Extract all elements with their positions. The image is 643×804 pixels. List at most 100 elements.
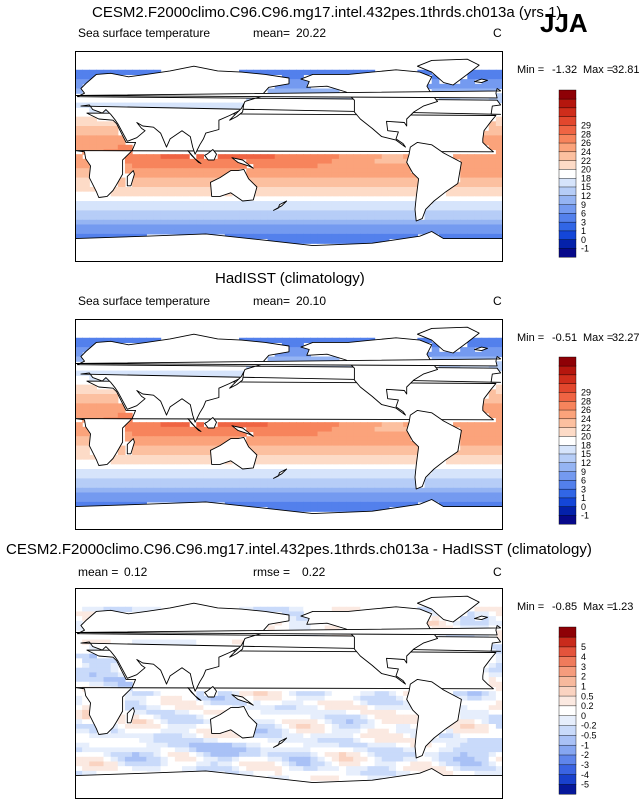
grid-cell — [289, 719, 297, 725]
grid-cell — [495, 630, 503, 636]
grid-cell — [132, 431, 140, 437]
coastline-newGuinea — [231, 425, 254, 437]
grid-cell — [146, 69, 155, 76]
grid-cell — [139, 761, 147, 767]
grid-cell — [246, 436, 254, 442]
grid-cell — [82, 215, 90, 221]
grid-cell — [224, 422, 233, 428]
grid-cell — [260, 205, 269, 212]
grid-cell — [346, 191, 354, 197]
grid-cell — [153, 723, 162, 730]
grid-cell — [381, 229, 390, 235]
grid-cell — [396, 172, 404, 179]
grid-cell — [281, 422, 290, 428]
grid-cell — [274, 186, 283, 193]
grid-cell — [267, 705, 276, 711]
grid-cell — [274, 464, 283, 470]
coastline-greenland — [416, 326, 480, 354]
grid-cell — [210, 158, 219, 165]
grid-cell — [460, 163, 468, 169]
grid-cell — [346, 747, 354, 753]
grid-cell — [182, 229, 190, 235]
grid-cell — [103, 370, 112, 376]
grid-cell — [353, 738, 361, 744]
grid-cell — [467, 616, 476, 622]
grid-cell — [132, 450, 140, 456]
grid-cell — [460, 229, 468, 235]
grid-cell — [217, 440, 226, 447]
grid-cell — [110, 473, 119, 480]
grid-cell — [481, 342, 490, 348]
grid-cell — [367, 440, 376, 447]
grid-cell — [353, 700, 361, 706]
grid-cell — [160, 436, 169, 442]
grid-cell — [132, 700, 140, 706]
grid-cell — [374, 478, 383, 484]
grid-cell — [82, 130, 90, 136]
grid-cell — [174, 473, 183, 480]
grid-cell — [132, 695, 140, 702]
grid-cell — [217, 163, 226, 169]
grid-cell — [253, 426, 262, 433]
grid-cell — [453, 422, 461, 428]
grid-cell — [82, 611, 90, 617]
grid-cell — [495, 695, 503, 702]
grid-cell — [360, 709, 369, 716]
grid-cell — [296, 752, 304, 758]
grid-cell — [289, 775, 297, 781]
grid-cell — [174, 431, 183, 437]
grid-cell — [196, 483, 204, 489]
grid-cell — [217, 464, 226, 470]
grid-cell — [474, 196, 483, 202]
grid-cell — [110, 233, 119, 240]
grid-cell — [495, 436, 503, 442]
grid-cell — [117, 450, 126, 456]
grid-cell — [196, 370, 204, 376]
grid-cell — [467, 761, 476, 767]
grid-cell — [331, 431, 340, 437]
grid-cell — [310, 431, 319, 437]
grid-cell — [474, 464, 483, 470]
grid-cell — [160, 201, 169, 207]
grid-cell — [189, 370, 197, 376]
grid-cell — [281, 501, 290, 508]
grid-cell — [246, 422, 254, 428]
grid-cell — [303, 747, 311, 753]
grid-cell — [231, 639, 240, 645]
grid-cell — [253, 172, 262, 179]
coastline-newZealand — [273, 468, 288, 479]
grid-cell — [103, 224, 112, 230]
grid-cell — [303, 705, 311, 711]
grid-cell — [381, 215, 390, 221]
grid-cell — [495, 431, 503, 437]
grid-cell — [374, 168, 383, 174]
grid-cell — [103, 403, 112, 409]
grid-cell — [289, 691, 297, 697]
colorbar-swatch — [558, 783, 577, 795]
grid-cell — [346, 761, 354, 767]
grid-cell — [117, 454, 126, 461]
grid-cell — [338, 186, 347, 193]
grid-cell — [296, 487, 304, 494]
grid-cell — [474, 733, 483, 739]
grid-cell — [253, 440, 262, 447]
grid-cell — [196, 766, 204, 772]
grid-cell — [210, 219, 219, 226]
map-frame — [75, 51, 503, 262]
grid-cell — [231, 431, 240, 437]
grid-cell — [445, 761, 454, 767]
grid-cell — [460, 756, 468, 763]
grid-cell — [310, 497, 319, 503]
grid-cell — [110, 492, 119, 498]
colorbar-tick-label: 18 — [581, 173, 591, 183]
grid-cell — [324, 723, 333, 730]
grid-cell — [260, 719, 269, 725]
grid-cell — [374, 172, 383, 179]
grid-cell — [75, 210, 83, 216]
grid-cell — [281, 83, 290, 90]
grid-cell — [182, 186, 190, 193]
grid-cell — [117, 182, 126, 188]
grid-cell — [189, 766, 197, 772]
grid-cell — [317, 238, 326, 244]
grid-cell — [239, 478, 247, 484]
